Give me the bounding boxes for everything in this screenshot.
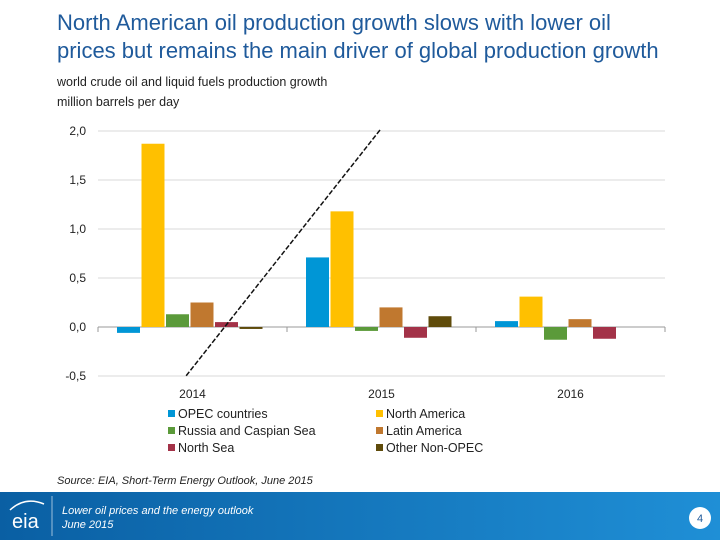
y-tick-label: 0,0: [69, 320, 86, 334]
presentation-date: June 2015: [61, 519, 114, 531]
bar: [404, 327, 427, 338]
legend-label: North America: [386, 407, 465, 421]
plot-area: -0,5 0,0 0,5 1,0 1,5 2,0 2014 2015 2016: [65, 124, 666, 401]
legend: OPEC countries North America Russia and Ca…: [168, 407, 483, 455]
legend-label: North Sea: [178, 441, 234, 455]
bar: [117, 327, 140, 333]
trend-line: [185, 129, 381, 377]
bar: [379, 307, 403, 327]
bar: [568, 319, 592, 327]
bar: [141, 143, 165, 327]
source: Source: EIA, Short-Term Energy Outlook, …: [57, 475, 314, 487]
subtitle-line: million barrels per day: [57, 95, 180, 109]
presentation-title: Lower oil prices and the energy outlook: [62, 505, 254, 517]
legend-swatch: [168, 427, 175, 434]
x-tick-label: 2015: [368, 387, 395, 401]
x-tick-label: 2014: [179, 387, 206, 401]
page-badge: [689, 507, 711, 529]
legend-label: Latin America: [386, 424, 462, 438]
footer-band: [0, 492, 720, 540]
bar: [190, 302, 214, 327]
legend-swatch: [168, 444, 175, 451]
bar: [544, 327, 567, 340]
legend-swatch: [376, 444, 383, 451]
page-number: 4: [697, 513, 703, 525]
bar: [355, 327, 378, 331]
bar: [166, 314, 189, 327]
y-tick-label: 2,0: [69, 124, 86, 138]
legend-swatch: [376, 427, 383, 434]
x-tick-label: 2016: [557, 387, 584, 401]
bar: [593, 327, 616, 339]
bar: [239, 327, 263, 329]
logo: eia: [12, 511, 40, 533]
bar: [519, 296, 543, 327]
legend-label: Russia and Caspian Sea: [178, 424, 316, 438]
bar: [495, 321, 518, 327]
title-line: prices but remains the main driver of gl…: [57, 38, 659, 63]
legend-swatch: [376, 410, 383, 417]
y-tick-label: 0,5: [69, 271, 86, 285]
bar: [330, 211, 354, 327]
bar: [306, 257, 329, 327]
y-tick-label: -0,5: [65, 369, 86, 383]
logo-swoosh: [9, 500, 45, 511]
y-tick-label: 1,0: [69, 222, 86, 236]
y-tick-label: 1,5: [69, 173, 86, 187]
legend-label: Other Non-OPEC: [386, 441, 483, 455]
subtitle-line: world crude oil and liquid fuels product…: [56, 75, 327, 89]
legend-swatch: [168, 410, 175, 417]
bar: [428, 316, 452, 327]
title-line: North American oil production growth slo…: [57, 10, 611, 35]
legend-label: OPEC countries: [178, 407, 268, 421]
